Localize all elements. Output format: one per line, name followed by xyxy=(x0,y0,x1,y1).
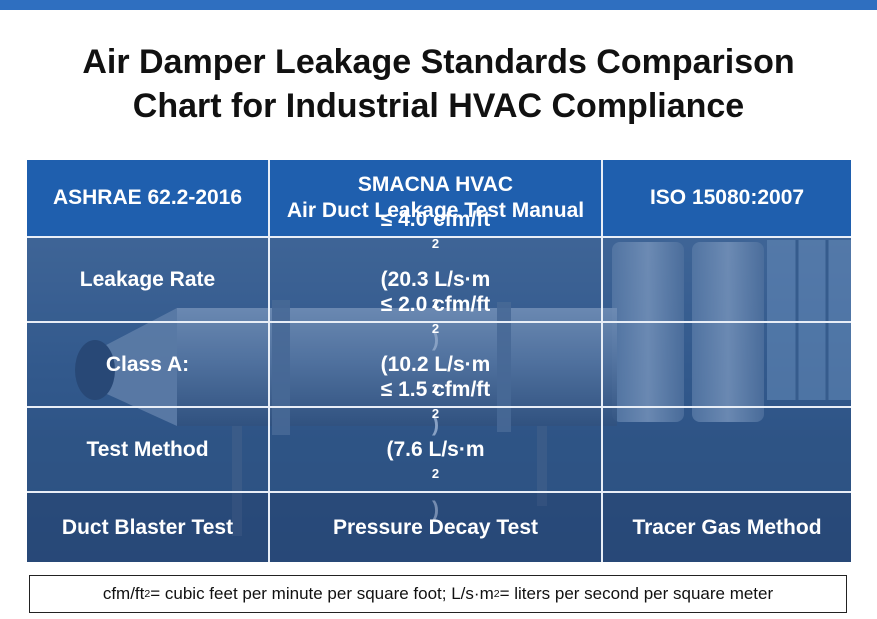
method-tracer-gas: Tracer Gas Method xyxy=(603,493,851,562)
header-ashrae-label: ASHRAE 62.2-2016 xyxy=(52,186,243,209)
row-label-text: Test Method xyxy=(86,437,209,461)
header-smacna-line-2: Air Duct Leakage Test Manual xyxy=(286,199,585,222)
method-pressure-decay: Pressure Decay Test xyxy=(270,493,603,562)
row-iso-test-method xyxy=(603,408,851,493)
header-smacna-line-1: SMACNA HVAC xyxy=(357,173,514,196)
row-iso-class-a xyxy=(603,323,851,408)
value-line-1: ≤ 2.0 cfm/ft 2 xyxy=(380,292,491,336)
method-duct-blaster: Duct Blaster Test xyxy=(27,493,270,562)
header-ashrae: ASHRAE 62.2-2016 xyxy=(27,160,270,238)
row-iso-leakage-rate xyxy=(603,238,851,323)
method-label: Tracer Gas Method xyxy=(632,515,822,539)
top-accent-bar xyxy=(0,0,877,10)
method-label: Pressure Decay Test xyxy=(332,515,539,539)
row-value-test-method: ≤ 1.5 cfm/ft2 (7.6 L/s·m2) xyxy=(270,378,603,521)
header-smacna: SMACNA HVAC Air Duct Leakage Test Manual xyxy=(270,160,603,238)
title-line-2: Chart for Industrial HVAC Compliance xyxy=(132,87,745,125)
header-iso-label: ISO 15080:2007 xyxy=(649,186,805,209)
method-label: Duct Blaster Test xyxy=(61,515,234,539)
row-label-leakage-rate: Leakage Rate xyxy=(27,238,270,323)
comparison-table: ASHRAE 62.2-2016 SMACNA HVAC Air Duct Le… xyxy=(27,160,851,562)
units-footnote: cfm/ft 2 = cubic feet per minute per squa… xyxy=(29,575,847,613)
value-line-1: ≤ 4.0 cfm/ft 2 xyxy=(380,207,491,251)
title-line-1: Air Damper Leakage Standards Comparison xyxy=(82,43,795,81)
page-title: Air Damper Leakage Standards Comparison … xyxy=(0,40,877,128)
table-grid: ASHRAE 62.2-2016 SMACNA HVAC Air Duct Le… xyxy=(27,160,851,562)
row-label-class-a: Class A: xyxy=(27,323,270,408)
row-label-test-method: Test Method xyxy=(27,408,270,493)
value-line-1: ≤ 1.5 cfm/ft 2 xyxy=(380,377,491,421)
row-label-text: Class A: xyxy=(105,352,190,376)
header-iso: ISO 15080:2007 xyxy=(603,160,851,238)
row-label-text: Leakage Rate xyxy=(79,267,216,291)
